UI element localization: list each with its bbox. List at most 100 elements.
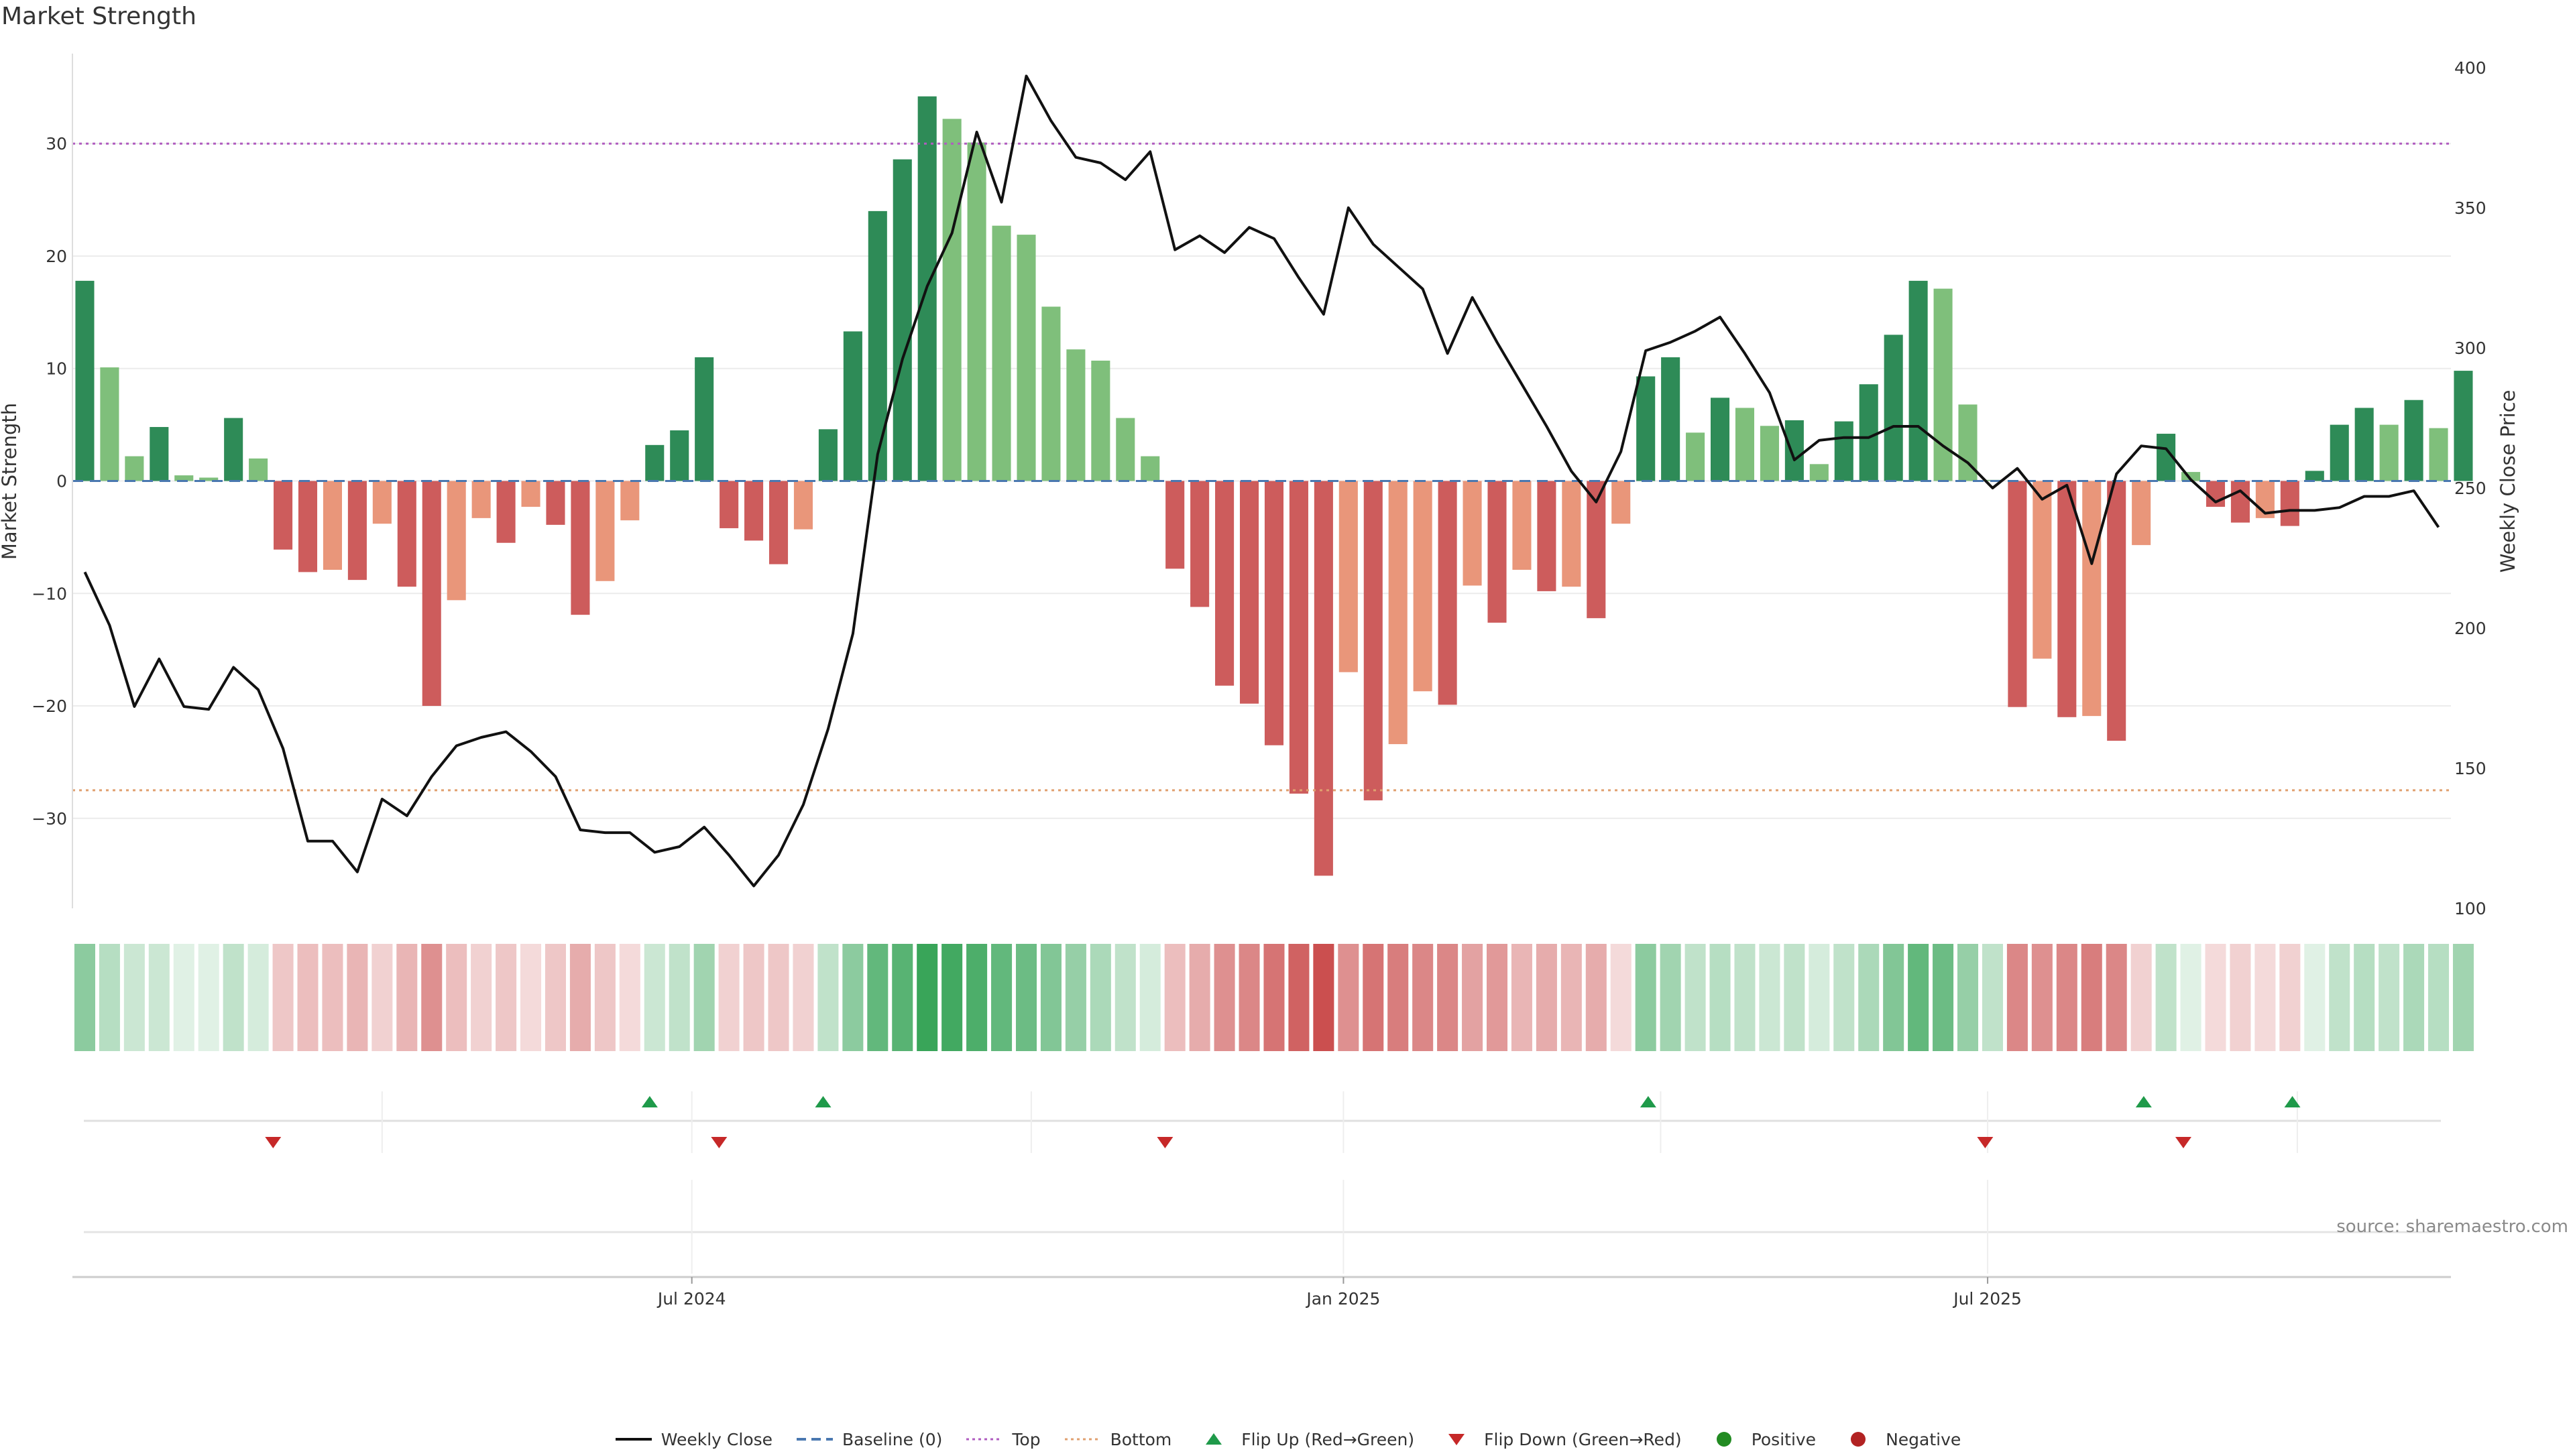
source-credit: source: sharemaestro.com bbox=[2336, 1217, 2568, 1237]
strength-bar bbox=[1710, 398, 1730, 481]
strength-bar bbox=[1834, 421, 1853, 481]
heat-cell bbox=[1933, 944, 1954, 1051]
heat-cell bbox=[2081, 944, 2102, 1051]
strength-bar bbox=[2454, 371, 2473, 481]
strength-bar bbox=[1611, 481, 1631, 524]
strength-bar bbox=[298, 481, 318, 572]
legend-item: Weekly Close bbox=[614, 1429, 772, 1449]
heat-cell bbox=[619, 944, 640, 1051]
heat-cell bbox=[2354, 944, 2375, 1051]
strength-bar bbox=[1338, 481, 1358, 672]
axes: 3020100−10−20−30400350300250200150100Mar… bbox=[0, 54, 2519, 918]
legend-symbol bbox=[614, 1429, 653, 1449]
y2-tick-label: 400 bbox=[2454, 58, 2486, 78]
strength-bar bbox=[397, 481, 416, 587]
heat-cell bbox=[917, 944, 938, 1051]
heat-cell bbox=[1139, 944, 1161, 1051]
heat-cell bbox=[718, 944, 740, 1051]
strength-bar bbox=[645, 444, 665, 481]
strength-bar bbox=[2354, 408, 2374, 481]
strength-bar bbox=[695, 357, 714, 481]
circle-red-icon bbox=[1851, 1432, 1866, 1447]
heat-cell bbox=[1065, 944, 1086, 1051]
strength-bar bbox=[1933, 288, 1953, 481]
strength-bar bbox=[768, 481, 789, 564]
strength-bar bbox=[2429, 428, 2448, 481]
legend-label: Top bbox=[1012, 1429, 1041, 1449]
strength-bar bbox=[174, 475, 194, 481]
heat-cell bbox=[421, 944, 443, 1051]
heat-cell bbox=[1239, 944, 1260, 1051]
heat-cell bbox=[74, 944, 95, 1051]
y-tick-label: 0 bbox=[56, 472, 67, 491]
legend-item: Baseline (0) bbox=[795, 1429, 942, 1449]
legend-item: Positive bbox=[1705, 1429, 1816, 1449]
strength-bar bbox=[1438, 481, 1457, 705]
strength-bar bbox=[2230, 481, 2250, 523]
strength-bar bbox=[843, 331, 862, 481]
strength-bar bbox=[1165, 481, 1185, 569]
strength-bar bbox=[1512, 481, 1532, 570]
heat-cell bbox=[991, 944, 1013, 1051]
strength-bar bbox=[2008, 481, 2027, 707]
strength-bar bbox=[1091, 360, 1110, 481]
heat-cell bbox=[2031, 944, 2053, 1051]
heat-cell bbox=[817, 944, 839, 1051]
strength-bar bbox=[1661, 357, 1680, 481]
strength-bar bbox=[1463, 481, 1482, 586]
x-tick-label: Jan 2025 bbox=[1305, 1289, 1380, 1309]
heat-cell bbox=[1437, 944, 1458, 1051]
heat-cell bbox=[1833, 944, 1855, 1051]
heat-cell bbox=[2329, 944, 2350, 1051]
strength-bar bbox=[1314, 481, 1333, 876]
strength-bar bbox=[571, 481, 590, 615]
strength-bar bbox=[992, 225, 1011, 481]
strength-bar bbox=[2280, 481, 2299, 526]
strength-bars bbox=[75, 96, 2473, 876]
strength-bar bbox=[2379, 424, 2399, 481]
strength-bar bbox=[496, 481, 516, 543]
strength-bar bbox=[100, 367, 119, 481]
heat-cell bbox=[247, 944, 269, 1051]
strength-bar bbox=[2082, 481, 2102, 717]
strength-bar bbox=[2330, 424, 2349, 481]
y-tick-label: −20 bbox=[32, 696, 67, 716]
heat-cell bbox=[1387, 944, 1409, 1051]
strength-bar bbox=[422, 481, 441, 707]
heat-cell bbox=[1412, 944, 1434, 1051]
heat-cell bbox=[2379, 944, 2400, 1051]
heat-cell bbox=[520, 944, 542, 1051]
y2-axis-label: Weekly Close Price bbox=[2497, 390, 2519, 573]
strength-bar bbox=[150, 426, 169, 481]
heat-cell bbox=[2205, 944, 2226, 1051]
heat-cell bbox=[1164, 944, 1186, 1051]
strength-bar bbox=[274, 481, 293, 550]
legend-item: Bottom bbox=[1064, 1429, 1172, 1449]
strength-bar bbox=[1636, 376, 1656, 481]
heat-cell bbox=[1709, 944, 1731, 1051]
strength-bar bbox=[249, 458, 268, 481]
strength-bar bbox=[620, 481, 640, 521]
heat-cell bbox=[1908, 944, 1929, 1051]
heat-cell bbox=[446, 944, 467, 1051]
strength-bar bbox=[1413, 481, 1432, 692]
heat-cell bbox=[743, 944, 764, 1051]
strength-bar bbox=[2033, 481, 2052, 659]
y2-tick-label: 350 bbox=[2454, 198, 2486, 218]
dashed-line bbox=[797, 1438, 834, 1441]
heat-cell bbox=[2180, 944, 2201, 1051]
strength-bar bbox=[720, 481, 739, 528]
strength-bar bbox=[1537, 481, 1556, 591]
strength-bar bbox=[942, 119, 962, 481]
strength-bar bbox=[1066, 349, 1086, 481]
weekly-close-series bbox=[83, 74, 2440, 888]
y-tick-label: 20 bbox=[46, 247, 67, 266]
heat-cell bbox=[1338, 944, 1359, 1051]
legend-label: Flip Up (Red→Green) bbox=[1241, 1429, 1415, 1449]
legend-item: Top bbox=[965, 1429, 1041, 1449]
strength-bar bbox=[1686, 432, 1705, 481]
strength-bar bbox=[1041, 306, 1061, 481]
strength-bar bbox=[1239, 481, 1259, 704]
legend-symbol bbox=[795, 1429, 834, 1449]
legend-label: Bottom bbox=[1110, 1429, 1172, 1449]
